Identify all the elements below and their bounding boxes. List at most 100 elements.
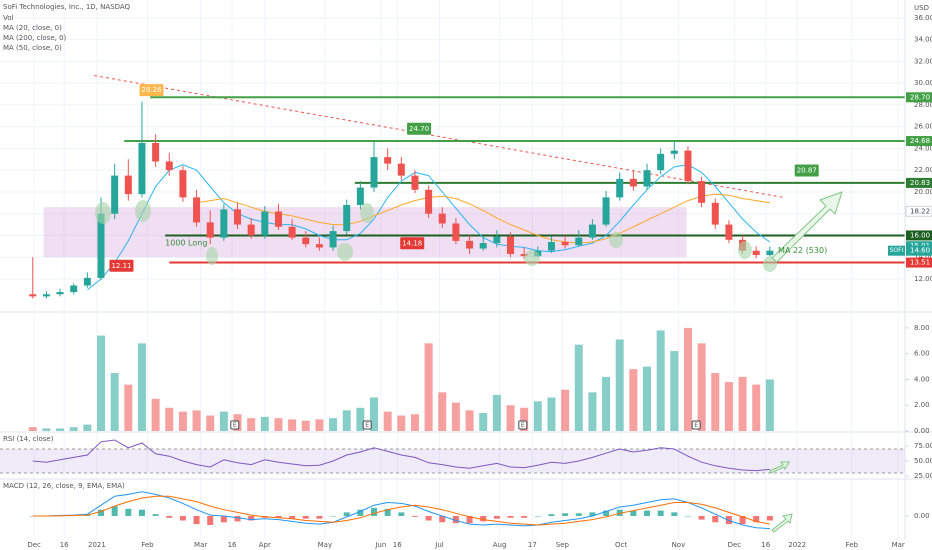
volume-bar [438,392,447,431]
highlight [763,256,777,272]
candle-body [616,178,624,198]
candle-body [438,213,446,224]
volume-bar [288,419,297,431]
note: 1000 Long [165,239,207,248]
x-tick-label: Apr [259,541,271,549]
rsi-tick-label: 50.00 [914,457,932,465]
callout-box [400,237,425,250]
volume-bar [602,376,611,431]
volume-bar [397,415,406,431]
candle-body [575,237,583,246]
volume-bar [479,412,488,431]
candle-body [411,175,419,190]
macd-histogram-bar [466,515,473,524]
volume-tick-label: 6.00 [914,350,930,358]
macd-histogram-bar [480,515,487,522]
candle-body [397,163,405,176]
callout-box [109,259,134,272]
volume-bar [192,410,201,431]
y-tick-label: 28.00 [914,101,932,109]
volume-bar [738,376,747,431]
macd-histogram-bar [630,510,637,516]
volume-bar [424,343,433,431]
candle-body [206,222,214,238]
study-label: MA (200, close, 0) [3,34,67,42]
volume-bar [520,407,529,431]
x-tick-label: Dec [27,541,41,549]
macd-histogram-bar [193,515,200,525]
x-tick-label: Oct [615,541,627,549]
candle-body [288,226,296,238]
candle-body [384,157,392,164]
y-tick-label: 14.00 [914,253,932,261]
candle-body [329,231,337,248]
candle-body [29,294,37,297]
volume-bar [465,410,474,431]
candle-body [111,175,119,214]
volume-bar [97,335,106,431]
event-marker [518,420,528,430]
candle-body [179,170,187,198]
price-box [905,205,932,217]
macd-histogram-bar [575,513,582,516]
price-label: 18.22 [910,207,930,215]
level-price-label: 20.83 [910,179,930,187]
volume-bar [206,415,215,431]
level-price-box [906,257,932,268]
highlight [206,247,218,265]
volume-bar [506,405,515,431]
candle-body [370,157,378,188]
ma-line [87,164,771,291]
x-tick-label: Jun [374,541,386,549]
candle-body [452,223,460,241]
volume-bar [561,389,570,431]
macd-histogram-bar [302,515,309,519]
macd-histogram-bar [562,513,569,516]
candle-body [629,178,637,187]
volume-bar [711,373,720,431]
macd-histogram-bar [644,510,651,516]
macd-histogram-bar [439,515,446,523]
labels: SoFi Technologies, Inc., 1D, NASDAQ Vol … [3,3,932,549]
macd-histogram-bar [739,515,746,525]
macd-histogram-bar [657,510,664,516]
volume-bar [260,416,269,431]
candle-body [343,204,351,232]
study-label: RSI (14, close) [3,435,54,443]
volume-bar [629,369,638,431]
level-price-box [906,92,932,103]
macd-histogram-bar [384,508,391,516]
volume-bar [301,420,310,431]
level-price-label: 28.70 [910,93,930,101]
candle-body [56,292,64,295]
macd-histogram-bar [166,515,173,518]
volume-bar [752,384,761,431]
candle-body [83,277,91,286]
macd-histogram-bar [275,515,282,518]
macd-histogram-bar [398,512,405,516]
highlight [360,203,374,223]
volume-bar [533,401,542,431]
volume-bar [83,424,92,431]
volume-bar [329,418,338,431]
rsi-tick-label: 25.00 [914,472,932,480]
macd-histogram-bar [152,514,159,516]
volume-bar [697,343,706,431]
candle-body [766,250,774,256]
study-label: MACD (12, 26, close, 9, EMA, EMA) [3,482,125,490]
level-price-box [906,177,932,188]
macd-histogram-bar [343,512,350,516]
event-label: E [233,422,237,429]
currency: USD [914,4,929,12]
y-tick-label: 22.00 [914,166,932,174]
macd-histogram-bar [589,512,596,516]
event-label: E [365,422,369,429]
volume-bar [410,414,419,431]
candle-body [234,209,242,225]
volume-bar [151,398,160,431]
macd-histogram-bar [493,515,500,519]
macd-histogram-bar [548,514,555,516]
x-tick-label: Aug [493,541,507,549]
volume-bar [247,418,256,431]
